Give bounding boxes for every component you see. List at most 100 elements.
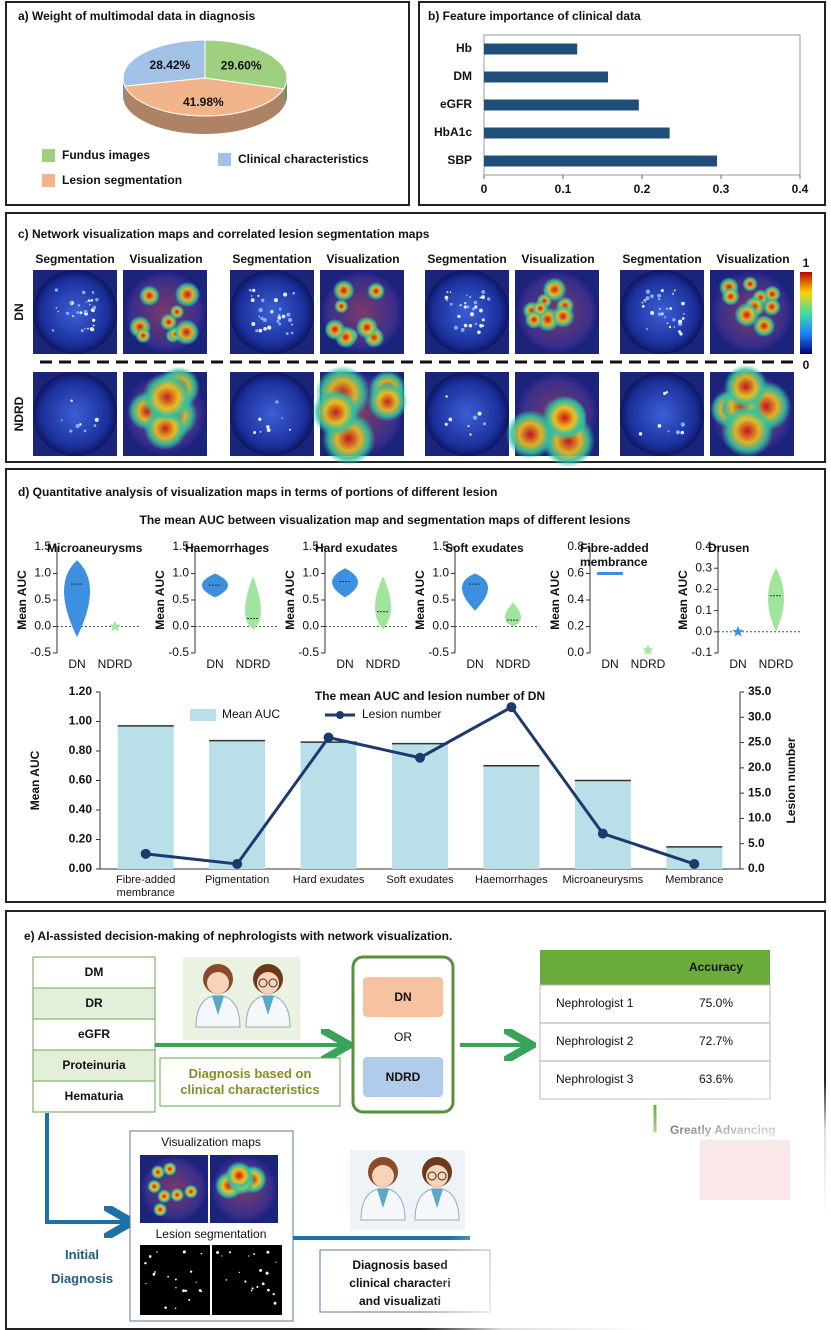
lesion-dot [79, 423, 82, 426]
lesion-dot [444, 422, 448, 426]
violin [332, 568, 358, 598]
lesion-dot [472, 415, 478, 420]
bar [666, 846, 723, 869]
mask-dot [174, 1307, 177, 1310]
heat-blob [532, 300, 549, 317]
table-cell: Nephrologist 2 [556, 1034, 634, 1048]
label-box [159, 1057, 341, 1107]
input-label: DR [85, 996, 103, 1010]
lesion-dot [252, 288, 256, 293]
initial-label: Initial Diagnosis [50, 1247, 114, 1286]
lesion-dot [444, 295, 449, 300]
table-cell: Nephrologist 1 [556, 996, 634, 1010]
lesion-dot [671, 292, 675, 296]
y-tick-label: 0.00 [69, 861, 93, 875]
lesion-dot [89, 327, 94, 332]
y2-tick-label: 10.0 [748, 811, 772, 825]
x-tick-label: NDRD [759, 657, 794, 671]
slice-side [124, 86, 284, 134]
lesion-dot [479, 323, 483, 328]
y2-tick-label: 5.0 [748, 836, 765, 850]
lesion-dot [675, 430, 680, 435]
lesion-dot [474, 322, 478, 326]
y-tick-label: 0.0 [34, 619, 51, 633]
lesion-dot [263, 327, 267, 331]
heat-blob [367, 282, 386, 301]
x-tick-label: 0.4 [792, 182, 809, 196]
lesion-dot [250, 295, 253, 297]
lesion-dot [666, 322, 669, 325]
y-axis-label: Mean AUC [153, 570, 167, 630]
lesion-dot [465, 294, 468, 297]
line-point [323, 732, 334, 743]
y-tick-label: 0.6 [567, 566, 584, 580]
y-tick-label: 0.0 [432, 619, 449, 633]
lesion-dot [650, 311, 655, 315]
violin-title: Haemorrhages [185, 541, 270, 555]
x-tick-label: NDRD [496, 657, 531, 671]
heat-blob [742, 276, 758, 292]
mask-dot [238, 1271, 241, 1274]
segmentation-image [230, 372, 314, 456]
mask-dot [248, 1255, 250, 1257]
lesion-dot [678, 330, 681, 334]
mask-dot [175, 1287, 177, 1289]
lesion-dot [479, 296, 482, 299]
lesion-dot [664, 316, 667, 319]
value-label: 41.98% [183, 95, 224, 109]
lesion-dot [81, 290, 86, 295]
x-tick-label: Microaneurysms [562, 874, 644, 886]
lesion-dot [80, 329, 84, 333]
y-tick-label: 0.0 [172, 619, 189, 633]
lesion-dot [85, 301, 88, 303]
lesion-dot [658, 308, 661, 310]
bar [117, 725, 174, 869]
heat-blob [721, 404, 774, 458]
outcome-or: OR [394, 1030, 412, 1044]
panel-border [5, 1, 410, 206]
doctor-shirt [262, 996, 274, 1015]
lesion-dot [487, 297, 491, 301]
lesion-dot [660, 289, 664, 293]
slice [124, 77, 285, 117]
lesion-dot [260, 316, 264, 321]
y-axis-label: Mean AUC [283, 570, 297, 630]
colorbar-label: 1 [803, 256, 810, 270]
column-label: Segmentation [622, 252, 701, 266]
mask-dot [273, 1301, 277, 1305]
fade-tint [700, 1140, 790, 1200]
column-label: Segmentation [232, 252, 311, 266]
line-point [140, 848, 151, 859]
heat-blob [762, 297, 781, 316]
heat-blob [162, 1161, 177, 1176]
lesion-dot [290, 323, 294, 326]
mask-dot [167, 1275, 170, 1278]
lesion-dot [54, 288, 59, 292]
lesion-dot [288, 428, 292, 431]
violin-title: Fibre-added membrance [580, 541, 649, 570]
legend-marker [336, 711, 344, 719]
input-box [32, 956, 156, 989]
x-tick-label: NDRD [236, 657, 271, 671]
lesion-dot [287, 317, 293, 323]
lesion-dot [638, 432, 643, 436]
lesion-dot [94, 417, 99, 422]
lesion-dot [75, 423, 80, 429]
lesion-dot [57, 310, 60, 313]
y-tick-label: 1.00 [69, 714, 93, 728]
mask-dot [244, 1280, 247, 1283]
table-cell: 75.0% [699, 996, 733, 1010]
x-tick-label: Soft exudates [386, 874, 454, 886]
line-point [597, 828, 608, 839]
lesion-dot [92, 305, 97, 310]
lesion-dot [481, 295, 485, 300]
heat-blob [173, 319, 200, 346]
lesion-dot [645, 289, 651, 294]
y-tick-label: -0.5 [298, 645, 319, 659]
y-tick-label: 0.5 [302, 592, 319, 606]
line-point [232, 858, 243, 869]
violin-point [109, 620, 121, 632]
lesion-dot [672, 318, 676, 322]
heat-blob [763, 285, 781, 303]
lesion-dot [643, 298, 647, 303]
